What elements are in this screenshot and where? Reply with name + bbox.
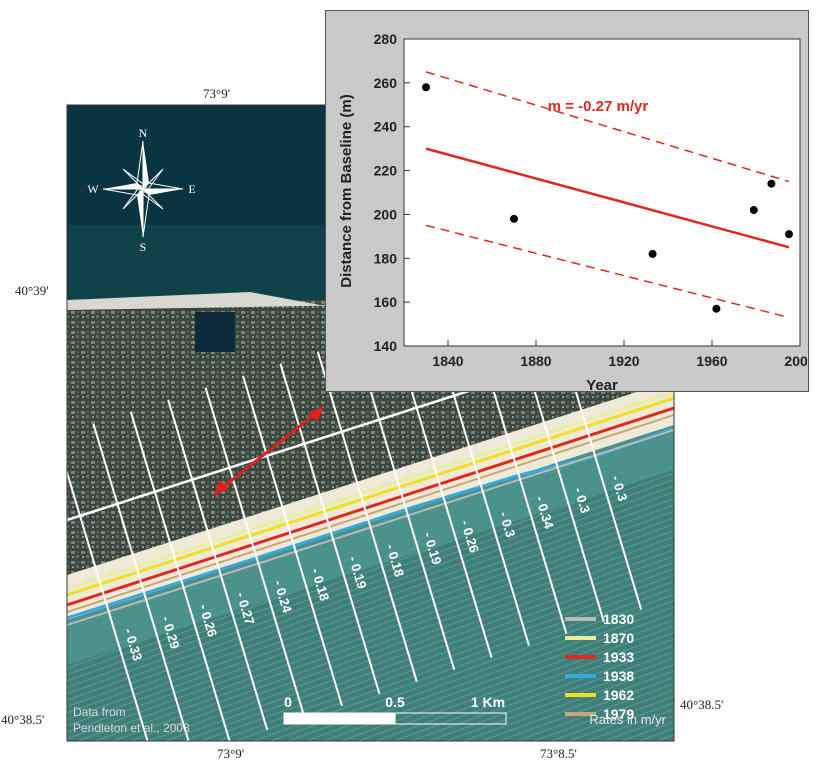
legend-label: 1830 (603, 611, 634, 627)
shoreline-1933 (67, 406, 674, 607)
arrowhead-icon (308, 406, 324, 422)
x-axis-label: Year (586, 377, 618, 390)
compass-w-label: W (87, 182, 99, 196)
regression-chart: 140 160 180 200 220 240 260 280 1840 1880 1920 1960… (338, 31, 816, 394)
lon-label-bottom-right: 73°8.5' (540, 746, 577, 761)
confidence-lower-line (425, 224, 790, 319)
compass-s-label: S (140, 240, 147, 254)
arrowhead-icon (213, 480, 229, 496)
data-point (712, 304, 721, 313)
y-tick-label: 280 (374, 31, 398, 47)
transect-link-arrow (216, 408, 321, 494)
lat-label-left-bottom: 40°38.5' (1, 712, 45, 727)
y-tick-label: 200 (374, 206, 398, 222)
y-tick-label: 140 (374, 338, 398, 354)
data-point (785, 230, 793, 239)
legend-label: 1979 (603, 706, 634, 722)
rates-unit-note: Rates in m/yr (589, 712, 666, 727)
lat-label-left-top: 40°39' (15, 283, 49, 298)
compass-n-label: N (139, 126, 148, 140)
lat-label-right-bottom: 40°38.5' (680, 697, 724, 712)
x-tick-label: 1840 (432, 353, 463, 369)
legend-label: 1962 (603, 687, 634, 703)
shoreline-1962 (67, 396, 674, 597)
y-tick-label: 260 (374, 75, 398, 91)
transect-line (67, 469, 149, 741)
y-tick-label: 160 (374, 294, 398, 310)
y-tick-label: 180 (374, 250, 398, 266)
compass-e-label: E (188, 182, 195, 196)
shoreline-1979 (67, 414, 674, 613)
transect-line (354, 339, 456, 670)
shoreline-1870 (67, 390, 674, 591)
data-point (422, 83, 430, 92)
transect-rate-label: - 0.3 (571, 486, 593, 515)
legend-label: 1938 (603, 668, 634, 684)
scale-label-0: 0 (284, 694, 292, 710)
transect-line (316, 351, 418, 683)
legend-label: 1870 (603, 630, 634, 646)
transect-rate-label: - 0.3 (609, 474, 631, 503)
transect-line (279, 363, 381, 695)
credit-line-1: Data from (73, 705, 126, 719)
regression-inset: 140 160 180 200 220 240 260 280 1840 1880 1920 1960… (325, 10, 816, 394)
x-tick-label: 1920 (608, 353, 639, 369)
legend: 1830 1870 1933 1938 1962 1979 (565, 611, 634, 722)
transect-line (167, 399, 269, 731)
data-point (648, 249, 657, 258)
compass-rose-icon: N S E W (87, 126, 195, 254)
y-axis-label: Distance from Baseline (m) (338, 94, 355, 287)
transect-rate-label: - 0.3 (496, 510, 518, 539)
transect-line (204, 387, 306, 719)
lon-label-top: 73°9' (203, 86, 231, 101)
transect-line (92, 423, 190, 741)
data-point (510, 214, 518, 223)
shorelines (67, 390, 674, 626)
scale-bar: 0 0.5 1 Km (283, 694, 507, 725)
slope-annotation: m = -0.27 m/yr (548, 98, 649, 115)
scale-label-0-5: 0.5 (385, 694, 405, 710)
legend-label: 1933 (603, 649, 634, 665)
data-point (749, 206, 758, 215)
credit-line-2: Pendleton et al., 2003 (73, 721, 190, 735)
transect-line (242, 375, 343, 707)
x-tick-label: 2000 (784, 353, 807, 369)
confidence-upper-line (425, 71, 790, 183)
regression-line (425, 147, 790, 249)
x-tick-label: 1960 (696, 353, 727, 369)
x-tick-label: 1880 (520, 353, 551, 369)
lon-label-bottom-left: 73°9' (217, 746, 245, 761)
transect-line (129, 411, 231, 741)
scale-label-1km: 1 Km (471, 694, 505, 710)
plot-area (403, 38, 801, 347)
y-tick-label: 240 (374, 119, 398, 135)
data-point (767, 179, 776, 188)
y-tick-label: 220 (374, 163, 398, 179)
